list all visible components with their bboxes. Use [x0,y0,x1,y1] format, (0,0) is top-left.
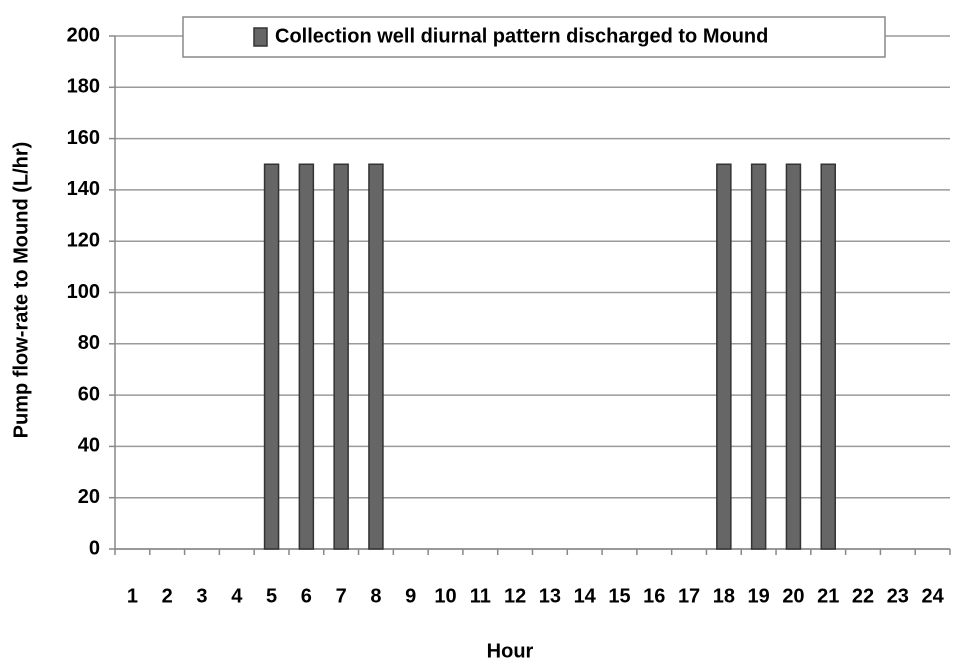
x-tick-label: 23 [887,585,909,607]
x-tick-label: 6 [301,585,312,607]
x-tick-label: 4 [231,585,243,607]
x-tick-label: 5 [266,585,277,607]
x-tick-label: 8 [370,585,381,607]
y-tick-label: 180 [67,76,100,98]
bar [298,163,315,550]
x-tick-label: 17 [678,585,700,607]
x-tick-label: 24 [921,585,944,607]
x-tick-label: 3 [196,585,207,607]
y-tick-label: 100 [67,281,100,303]
x-tick-label: 1 [127,585,138,607]
x-tick-label: 20 [782,585,804,607]
y-tick-label: 40 [78,435,100,457]
bar [263,163,280,550]
x-tick-label: 10 [434,585,456,607]
y-tick-label: 0 [89,537,100,559]
x-tick-label: 2 [162,585,173,607]
bar [368,163,384,550]
x-tick-label: 15 [608,585,630,607]
y-tick-label: 20 [78,486,100,508]
x-tick-label: 9 [405,585,416,607]
x-tick-label: 16 [643,585,665,607]
x-tick-label: 13 [539,585,561,607]
legend-box [182,16,886,58]
bar [785,163,802,550]
legend-label: Collection well diurnal pattern discharg… [275,25,768,47]
y-tick-label: 140 [67,178,100,200]
y-tick-label: 60 [78,383,100,405]
y-tick-label: 200 [67,24,100,46]
bar [820,163,836,550]
y-axis-label: Pump flow-rate to Mound (L/hr) [10,142,32,439]
y-tick-label: 160 [67,127,100,149]
x-tick-label: 12 [504,585,526,607]
bar [333,163,349,550]
x-tick-label: 11 [470,585,491,607]
x-tick-label: 7 [336,585,347,607]
x-axis-label: Hour [487,640,534,662]
y-tick-label: 120 [67,229,100,251]
x-tick-label: 21 [817,585,839,607]
x-tick-label: 14 [574,585,597,607]
legend-swatch [253,27,268,47]
bar [750,163,767,550]
y-tick-label: 80 [78,332,100,354]
x-tick-label: 18 [713,585,735,607]
x-tick-label: 22 [852,585,874,607]
bar [716,163,732,550]
x-tick-label: 19 [748,585,770,607]
